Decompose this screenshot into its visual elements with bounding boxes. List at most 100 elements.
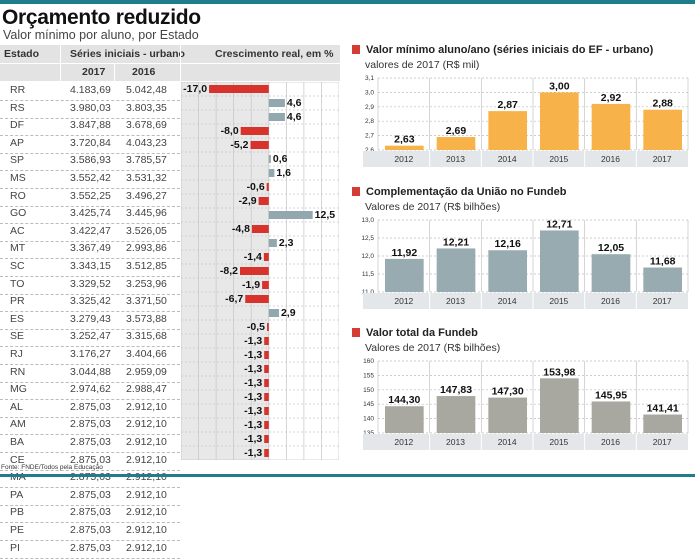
value-2017-cell: 2.974,62	[70, 383, 111, 396]
table-row: RN 3.044,88 2.959,09	[0, 364, 180, 383]
value-2017-cell: 3.252,47	[70, 330, 111, 343]
value-2017-cell: 3.425,74	[70, 207, 111, 220]
page-subtitle: Valor mínimo por aluno, por Estado	[3, 28, 199, 42]
value-2016-cell: 2.912,10	[126, 524, 167, 536]
growth-bar	[268, 239, 277, 247]
table-row: PB 2.875,03 2.912,10	[0, 504, 180, 524]
table-header: Estado Séries iniciais - urbano Crescime…	[0, 45, 340, 63]
state-cell: AL	[10, 400, 23, 413]
growth-bar	[268, 169, 275, 177]
value-2016-cell: 3.678,69	[126, 119, 167, 132]
state-cell: MG	[10, 383, 27, 396]
growth-bar	[250, 141, 269, 149]
x-axis-band	[363, 293, 688, 309]
value-2016-cell: 2.959,09	[126, 365, 167, 378]
growth-label: -1,3	[244, 349, 262, 361]
value-2017-cell: 2.875,03	[70, 400, 111, 413]
table-subheader: 2017 2016	[0, 64, 340, 81]
y-tick-label: 2,7	[365, 133, 374, 140]
growth-bar	[264, 351, 269, 359]
y-tick-label: 12,5	[361, 235, 374, 242]
table-row: MA 2.875,03 2.912,10	[0, 469, 180, 489]
growth-bar	[266, 183, 269, 191]
header-year-2016: 2016	[132, 66, 156, 78]
state-cell: MS	[10, 172, 26, 184]
bar	[591, 254, 631, 292]
growth-bar	[251, 225, 269, 233]
header-year-2017: 2017	[82, 66, 106, 78]
x-axis-band	[363, 434, 688, 450]
growth-label: -4,8	[232, 223, 250, 235]
y-tick-label: 11,0	[362, 289, 375, 296]
growth-bar	[264, 393, 269, 401]
growth-bar	[268, 309, 279, 317]
state-cell: PR	[10, 295, 25, 308]
bar	[643, 414, 682, 433]
value-2016-cell: 3.526,05	[126, 224, 167, 237]
growth-bar	[267, 323, 269, 331]
header-divider	[60, 45, 61, 81]
state-cell: AP	[10, 136, 25, 149]
bar	[540, 230, 579, 292]
value-2016-cell: 3.253,96	[126, 277, 167, 290]
square-bullet-icon	[352, 45, 360, 54]
value-2016-cell: 3.371,50	[126, 295, 167, 308]
data-label: 153,98	[543, 366, 575, 378]
chart-valor-total: 160 155 150 145 140 135 144,30 2012 147,83 2013 14…	[363, 358, 689, 450]
growth-label: 0,6	[273, 153, 288, 165]
y-tick-label: 160	[363, 358, 374, 365]
x-tick-label: 2014	[498, 437, 517, 447]
value-2017-cell: 3.422,47	[70, 224, 111, 237]
growth-label: -5,2	[230, 139, 248, 151]
data-label: 2,69	[446, 125, 467, 137]
bar	[540, 378, 579, 433]
bar	[488, 250, 527, 292]
chart3-title: Valor total da Fundeb	[352, 327, 478, 339]
bar	[591, 103, 631, 150]
table-row: RR 4.183,69 5.042,48	[0, 82, 180, 101]
value-2016-cell: 3.785,57	[126, 154, 167, 167]
growth-bar	[264, 407, 269, 415]
table-row: AL 2.875,03 2.912,10	[0, 399, 180, 418]
state-cell: MT	[10, 242, 26, 255]
value-2017-cell: 3.176,27	[70, 348, 111, 360]
chart3-subtitle: Valores de 2017 (R$ bilhões)	[365, 342, 501, 354]
growth-bar	[258, 197, 269, 205]
table-row: SP 3.586,93 3.785,57	[0, 152, 180, 172]
growth-label: -1,3	[244, 419, 262, 431]
data-label: 141,41	[647, 403, 679, 415]
bottom-accent-bar	[0, 474, 695, 477]
header-series: Séries iniciais - urbano	[70, 48, 185, 60]
data-label: 12,71	[546, 218, 572, 230]
x-tick-label: 2017	[653, 154, 672, 164]
growth-bar	[264, 449, 269, 457]
data-label: 147,30	[492, 386, 524, 398]
table-row: AC 3.422,47 3.526,05	[0, 223, 180, 242]
table-row: MS 3.552,42 3.531,32	[0, 170, 180, 189]
state-cell: PE	[10, 524, 25, 536]
header-estado: Estado	[4, 48, 40, 60]
value-2017-cell: 3.586,93	[70, 154, 111, 167]
chart-valor-minimo: 3,1 3,0 2,9 2,8 2,7 2,6 2,63 2012 2,69 2013 2,87 20…	[363, 75, 689, 167]
value-2016-cell: 3.445,96	[126, 207, 167, 220]
state-cell: RO	[10, 189, 26, 202]
table-row: SE 3.252,47 3.315,68	[0, 328, 180, 348]
bar	[385, 258, 424, 292]
table-row: CE 2.875,03 2.912,10	[0, 452, 180, 471]
data-label: 144,30	[388, 394, 420, 406]
value-2016-cell: 3.573,88	[126, 312, 167, 325]
y-tick-label: 13,0	[361, 217, 374, 224]
growth-bar	[268, 211, 313, 219]
x-tick-label: 2015	[549, 296, 568, 306]
table-row: PR 3.325,42 3.371,50	[0, 293, 180, 313]
y-tick-label: 12,0	[361, 253, 374, 260]
chart-complementacao: 13,0 12,5 12,0 11,5 11,0 11,92 2012 12,21 2013 12…	[361, 217, 689, 309]
growth-bar	[268, 99, 285, 107]
value-2017-cell: 3.552,42	[70, 172, 111, 184]
x-tick-label: 2016	[601, 437, 620, 447]
value-2016-cell: 4.043,23	[126, 136, 167, 149]
table-row: GO 3.425,74 3.445,96	[0, 205, 180, 225]
y-tick-label: 2,8	[365, 118, 374, 125]
state-cell: RN	[10, 365, 26, 378]
x-tick-label: 2015	[549, 154, 568, 164]
